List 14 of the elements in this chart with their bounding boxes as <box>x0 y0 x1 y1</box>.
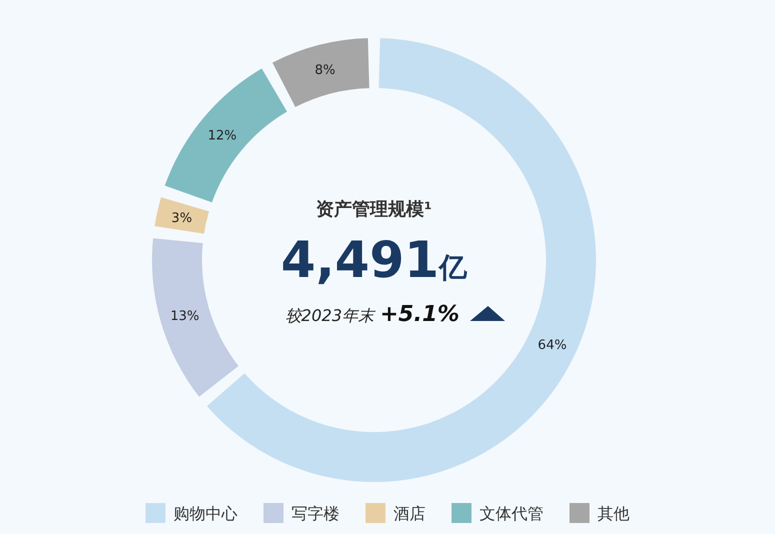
data-label: 3% <box>171 211 192 226</box>
legend-label: 文体代管 <box>480 504 544 523</box>
data-label: 8% <box>314 63 336 78</box>
text: 较2023年末 <box>285 306 376 325</box>
data-label: 13% <box>170 308 200 324</box>
legend-label: 其他 <box>598 504 630 523</box>
text: 资产管理规模¹ <box>316 199 432 220</box>
data-label: 12% <box>208 128 237 144</box>
legend-label: 写字楼 <box>292 504 340 523</box>
legend-label: 购物中心 <box>174 504 238 523</box>
text: +5.1% <box>380 302 460 327</box>
legend-label: 酒店 <box>394 504 426 523</box>
data-label: 64% <box>538 338 567 353</box>
text: 4,491亿 <box>280 231 468 289</box>
